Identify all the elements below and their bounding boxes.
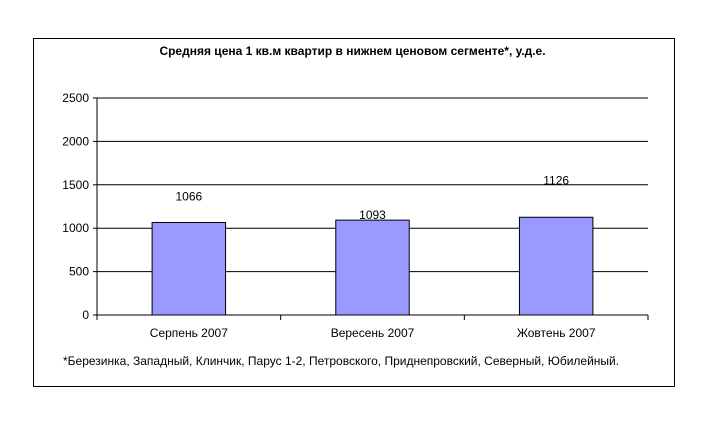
data-label: 1066: [175, 189, 202, 203]
bar: [335, 219, 410, 316]
y-tick-label: 2500: [62, 91, 89, 105]
x-tick-label: Вересень 2007: [331, 326, 415, 340]
y-tick-label: 500: [69, 265, 89, 279]
bar: [151, 221, 227, 316]
y-tick-label: 1000: [62, 221, 89, 235]
x-axis: Серпень 2007 Вересень 2007 Жовтень 2007: [96, 98, 649, 340]
y-tick-label: 0: [82, 308, 89, 322]
y-tick-label: 1500: [62, 178, 89, 192]
data-label: 1126: [543, 173, 569, 187]
chart-title: Средняя цена 1 кв.м квартир в нижнем цен…: [159, 44, 546, 58]
y-tick-label: 2000: [62, 134, 89, 148]
data-labels: 1066 1093 1126: [175, 173, 569, 222]
x-tick-label: Серпень 2007: [150, 326, 228, 340]
footnote: *Березинка, Западный, Клинчик, Парус 1-2…: [63, 354, 620, 368]
bar: [518, 216, 594, 316]
x-tick-label: Жовтень 2007: [517, 326, 596, 340]
y-axis-tick-labels: 0 500 1000 1500 2000 2500: [62, 91, 89, 322]
bars: [151, 216, 594, 316]
data-label: 1093: [359, 208, 386, 222]
